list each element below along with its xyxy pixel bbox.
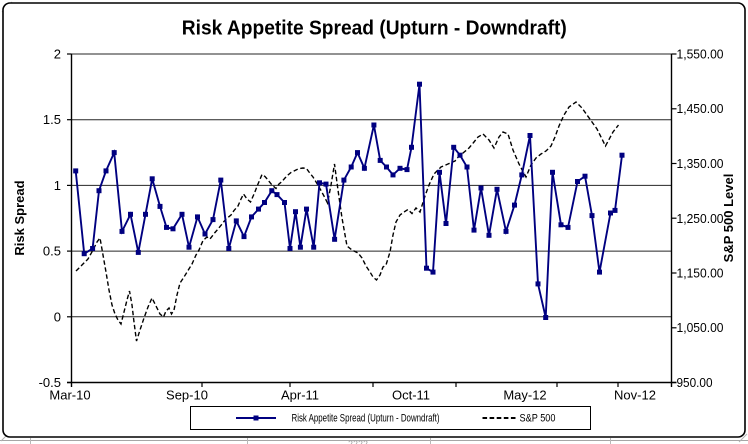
svg-text:Oct-11: Oct-11 [392, 388, 430, 403]
svg-text:Sep-10: Sep-10 [166, 388, 208, 403]
svg-text:1,250.00: 1,250.00 [677, 211, 724, 226]
svg-text:0: 0 [54, 309, 61, 324]
svg-text:S&P 500 Level: S&P 500 Level [721, 174, 736, 263]
svg-text:S&P 500: S&P 500 [520, 413, 556, 425]
svg-text:Risk Appetite Spread (Upturn -: Risk Appetite Spread (Upturn - Downdraft… [182, 18, 567, 40]
svg-text:0.5: 0.5 [43, 244, 61, 259]
svg-text:Mar-10: Mar-10 [49, 388, 90, 403]
svg-text:1,050.00: 1,050.00 [677, 320, 724, 335]
svg-text:Risk Appetite Spread (Upturn -: Risk Appetite Spread (Upturn - Downdraft… [292, 413, 440, 425]
svg-text:Apr-11: Apr-11 [281, 388, 319, 403]
svg-text:2: 2 [54, 47, 61, 62]
svg-text:1,350.00: 1,350.00 [677, 156, 724, 171]
svg-text:1: 1 [54, 178, 61, 193]
svg-text:1.5: 1.5 [43, 112, 61, 127]
svg-text:2222: 2222 [348, 439, 368, 444]
svg-text:1,550.00: 1,550.00 [677, 47, 724, 62]
svg-text:Nov-12: Nov-12 [614, 388, 656, 403]
svg-text:-0.5: -0.5 [39, 375, 61, 390]
svg-text:950.00: 950.00 [677, 375, 713, 390]
svg-text:May-12: May-12 [503, 388, 546, 403]
svg-text:1,150.00: 1,150.00 [677, 266, 724, 281]
svg-text:Risk Spread: Risk Spread [12, 180, 27, 255]
svg-text:1,450.00: 1,450.00 [677, 101, 724, 116]
